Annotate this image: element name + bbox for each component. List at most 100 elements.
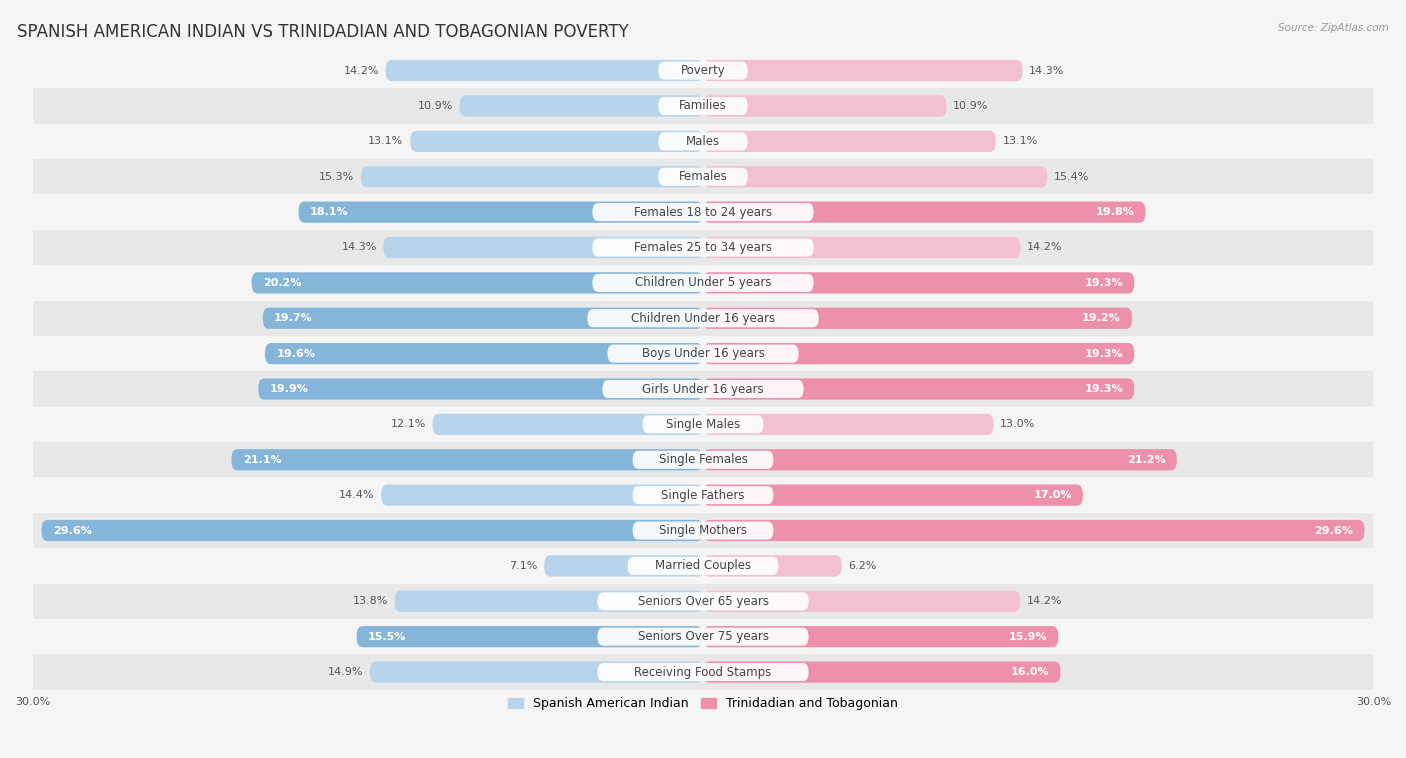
Bar [32,124,1374,159]
FancyBboxPatch shape [252,272,703,293]
Text: 19.9%: 19.9% [270,384,308,394]
FancyBboxPatch shape [703,556,842,577]
Text: 19.3%: 19.3% [1084,278,1123,288]
FancyBboxPatch shape [633,486,773,504]
FancyBboxPatch shape [370,662,703,683]
Text: 15.9%: 15.9% [1008,631,1047,642]
Text: 21.1%: 21.1% [243,455,281,465]
Bar [32,159,1374,194]
FancyBboxPatch shape [411,130,703,152]
Bar [32,265,1374,301]
FancyBboxPatch shape [627,557,779,575]
Text: 19.7%: 19.7% [274,313,312,323]
Bar [32,442,1374,478]
FancyBboxPatch shape [598,628,808,646]
FancyBboxPatch shape [703,662,1060,683]
Bar [32,407,1374,442]
Bar [32,619,1374,654]
Bar [32,336,1374,371]
Bar [32,371,1374,407]
Bar [32,654,1374,690]
FancyBboxPatch shape [703,590,1021,612]
FancyBboxPatch shape [703,130,995,152]
FancyBboxPatch shape [588,309,818,327]
Text: 12.1%: 12.1% [391,419,426,429]
FancyBboxPatch shape [703,166,1047,187]
Text: Receiving Food Stamps: Receiving Food Stamps [634,666,772,678]
FancyBboxPatch shape [381,484,703,506]
FancyBboxPatch shape [658,97,748,115]
FancyBboxPatch shape [598,592,808,610]
Text: 14.2%: 14.2% [343,66,380,76]
FancyBboxPatch shape [703,626,1059,647]
Text: Males: Males [686,135,720,148]
Text: 7.1%: 7.1% [509,561,537,571]
FancyBboxPatch shape [592,203,814,221]
Bar [32,194,1374,230]
Text: Families: Families [679,99,727,112]
FancyBboxPatch shape [592,274,814,292]
FancyBboxPatch shape [703,237,1021,258]
Text: 20.2%: 20.2% [263,278,301,288]
Text: 14.3%: 14.3% [342,243,377,252]
Text: 13.0%: 13.0% [1000,419,1035,429]
Text: 13.8%: 13.8% [353,597,388,606]
Text: 19.6%: 19.6% [276,349,315,359]
FancyBboxPatch shape [361,166,703,187]
FancyBboxPatch shape [703,308,1132,329]
Text: Single Males: Single Males [666,418,740,431]
Text: 21.2%: 21.2% [1128,455,1166,465]
FancyBboxPatch shape [633,522,773,540]
Legend: Spanish American Indian, Trinidadian and Tobagonian: Spanish American Indian, Trinidadian and… [503,692,903,716]
Text: Seniors Over 65 years: Seniors Over 65 years [637,595,769,608]
FancyBboxPatch shape [703,484,1083,506]
Text: 29.6%: 29.6% [1315,525,1353,536]
Text: 29.6%: 29.6% [53,525,91,536]
Bar [32,230,1374,265]
Text: SPANISH AMERICAN INDIAN VS TRINIDADIAN AND TOBAGONIAN POVERTY: SPANISH AMERICAN INDIAN VS TRINIDADIAN A… [17,23,628,41]
Bar [32,548,1374,584]
Text: 14.3%: 14.3% [1029,66,1064,76]
Text: Married Couples: Married Couples [655,559,751,572]
FancyBboxPatch shape [658,168,748,186]
Text: Children Under 5 years: Children Under 5 years [634,277,772,290]
Text: 13.1%: 13.1% [1002,136,1038,146]
Text: 14.2%: 14.2% [1026,243,1063,252]
FancyBboxPatch shape [598,663,808,681]
Text: 10.9%: 10.9% [418,101,453,111]
FancyBboxPatch shape [544,556,703,577]
Text: Poverty: Poverty [681,64,725,77]
Text: Females: Females [679,171,727,183]
Text: 19.2%: 19.2% [1083,313,1121,323]
Bar [32,584,1374,619]
Text: 18.1%: 18.1% [309,207,349,217]
FancyBboxPatch shape [263,308,703,329]
Text: Single Mothers: Single Mothers [659,524,747,537]
Text: 14.2%: 14.2% [1026,597,1063,606]
FancyBboxPatch shape [703,520,1364,541]
FancyBboxPatch shape [602,380,804,398]
FancyBboxPatch shape [703,60,1022,81]
Bar [32,53,1374,88]
Text: 16.0%: 16.0% [1011,667,1049,677]
Text: Single Fathers: Single Fathers [661,489,745,502]
Text: Boys Under 16 years: Boys Under 16 years [641,347,765,360]
FancyBboxPatch shape [658,61,748,80]
FancyBboxPatch shape [703,343,1135,365]
FancyBboxPatch shape [395,590,703,612]
FancyBboxPatch shape [703,449,1177,471]
FancyBboxPatch shape [703,202,1146,223]
FancyBboxPatch shape [385,60,703,81]
Bar [32,88,1374,124]
Text: 14.4%: 14.4% [339,490,374,500]
FancyBboxPatch shape [643,415,763,434]
Text: 15.4%: 15.4% [1054,172,1090,182]
FancyBboxPatch shape [384,237,703,258]
Text: Seniors Over 75 years: Seniors Over 75 years [637,630,769,644]
Text: 17.0%: 17.0% [1033,490,1071,500]
FancyBboxPatch shape [232,449,703,471]
Text: 14.9%: 14.9% [328,667,363,677]
FancyBboxPatch shape [298,202,703,223]
Text: 15.5%: 15.5% [368,631,406,642]
FancyBboxPatch shape [607,345,799,362]
